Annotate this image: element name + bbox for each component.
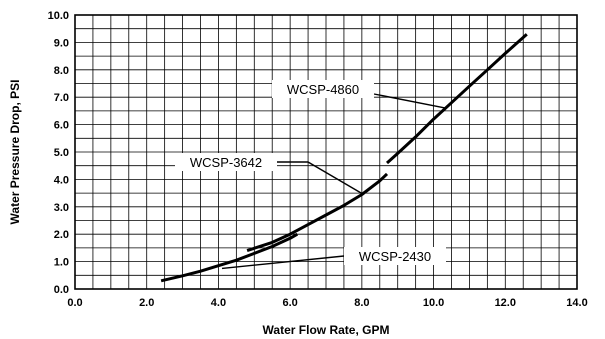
y-tick-label: 10.0 [48,10,69,22]
y-tick-label: 1.0 [54,257,69,269]
data-series [160,33,528,283]
x-axis-label: Water Flow Rate, GPM [263,323,390,337]
y-tick-label: 8.0 [54,65,69,77]
x-tick-label: 2.0 [139,297,154,309]
callout-label-wcsp-4860: WCSP-4860 [287,82,359,97]
y-tick-label: 7.0 [54,92,69,104]
x-tick-label: 10.0 [423,297,444,309]
y-tick-label: 6.0 [54,120,69,132]
callout-leader-wcsp-4860 [373,93,447,109]
y-tick-label: 9.0 [54,37,69,49]
callout-background [175,153,277,171]
y-axis-label: Water Pressure Drop, PSI [8,80,22,225]
y-tick-label: 3.0 [54,202,69,214]
x-tick-label: 12.0 [495,297,516,309]
callout-background [272,80,374,98]
x-tick-label: 8.0 [354,297,369,309]
tick-labels: 0.0 2.0 4.0 6.0 8.0 10.0 12.0 14.0 0.0 1.0 2.0 3.0 4… [48,10,588,309]
y-tick-label: 0.0 [54,284,69,296]
callout-background [344,247,446,265]
x-tick-label: 14.0 [566,297,587,309]
callout-leader-wcsp-2430 [221,255,345,270]
callout-label-wcsp-2430: WCSP-2430 [359,249,431,264]
grid-lines [75,15,577,289]
x-tick-label: 6.0 [282,297,297,309]
y-tick-label: 2.0 [54,229,69,241]
y-tick-label: 5.0 [54,147,69,159]
series-line-wcsp-4860 [385,33,528,165]
callout-leader-wcsp-3642 [277,161,365,196]
callout-label-wcsp-3642: WCSP-3642 [190,155,262,170]
x-tick-label: 4.0 [211,297,226,309]
x-tick-label: 0.0 [67,297,82,309]
plot-frame [74,14,578,290]
callouts: WCSP-4860 WCSP-3642 WCSP-2430 [175,80,447,270]
series-line-wcsp-3642 [246,172,389,253]
series-line-wcsp-2430 [160,232,299,283]
y-tick-label: 4.0 [54,174,69,186]
